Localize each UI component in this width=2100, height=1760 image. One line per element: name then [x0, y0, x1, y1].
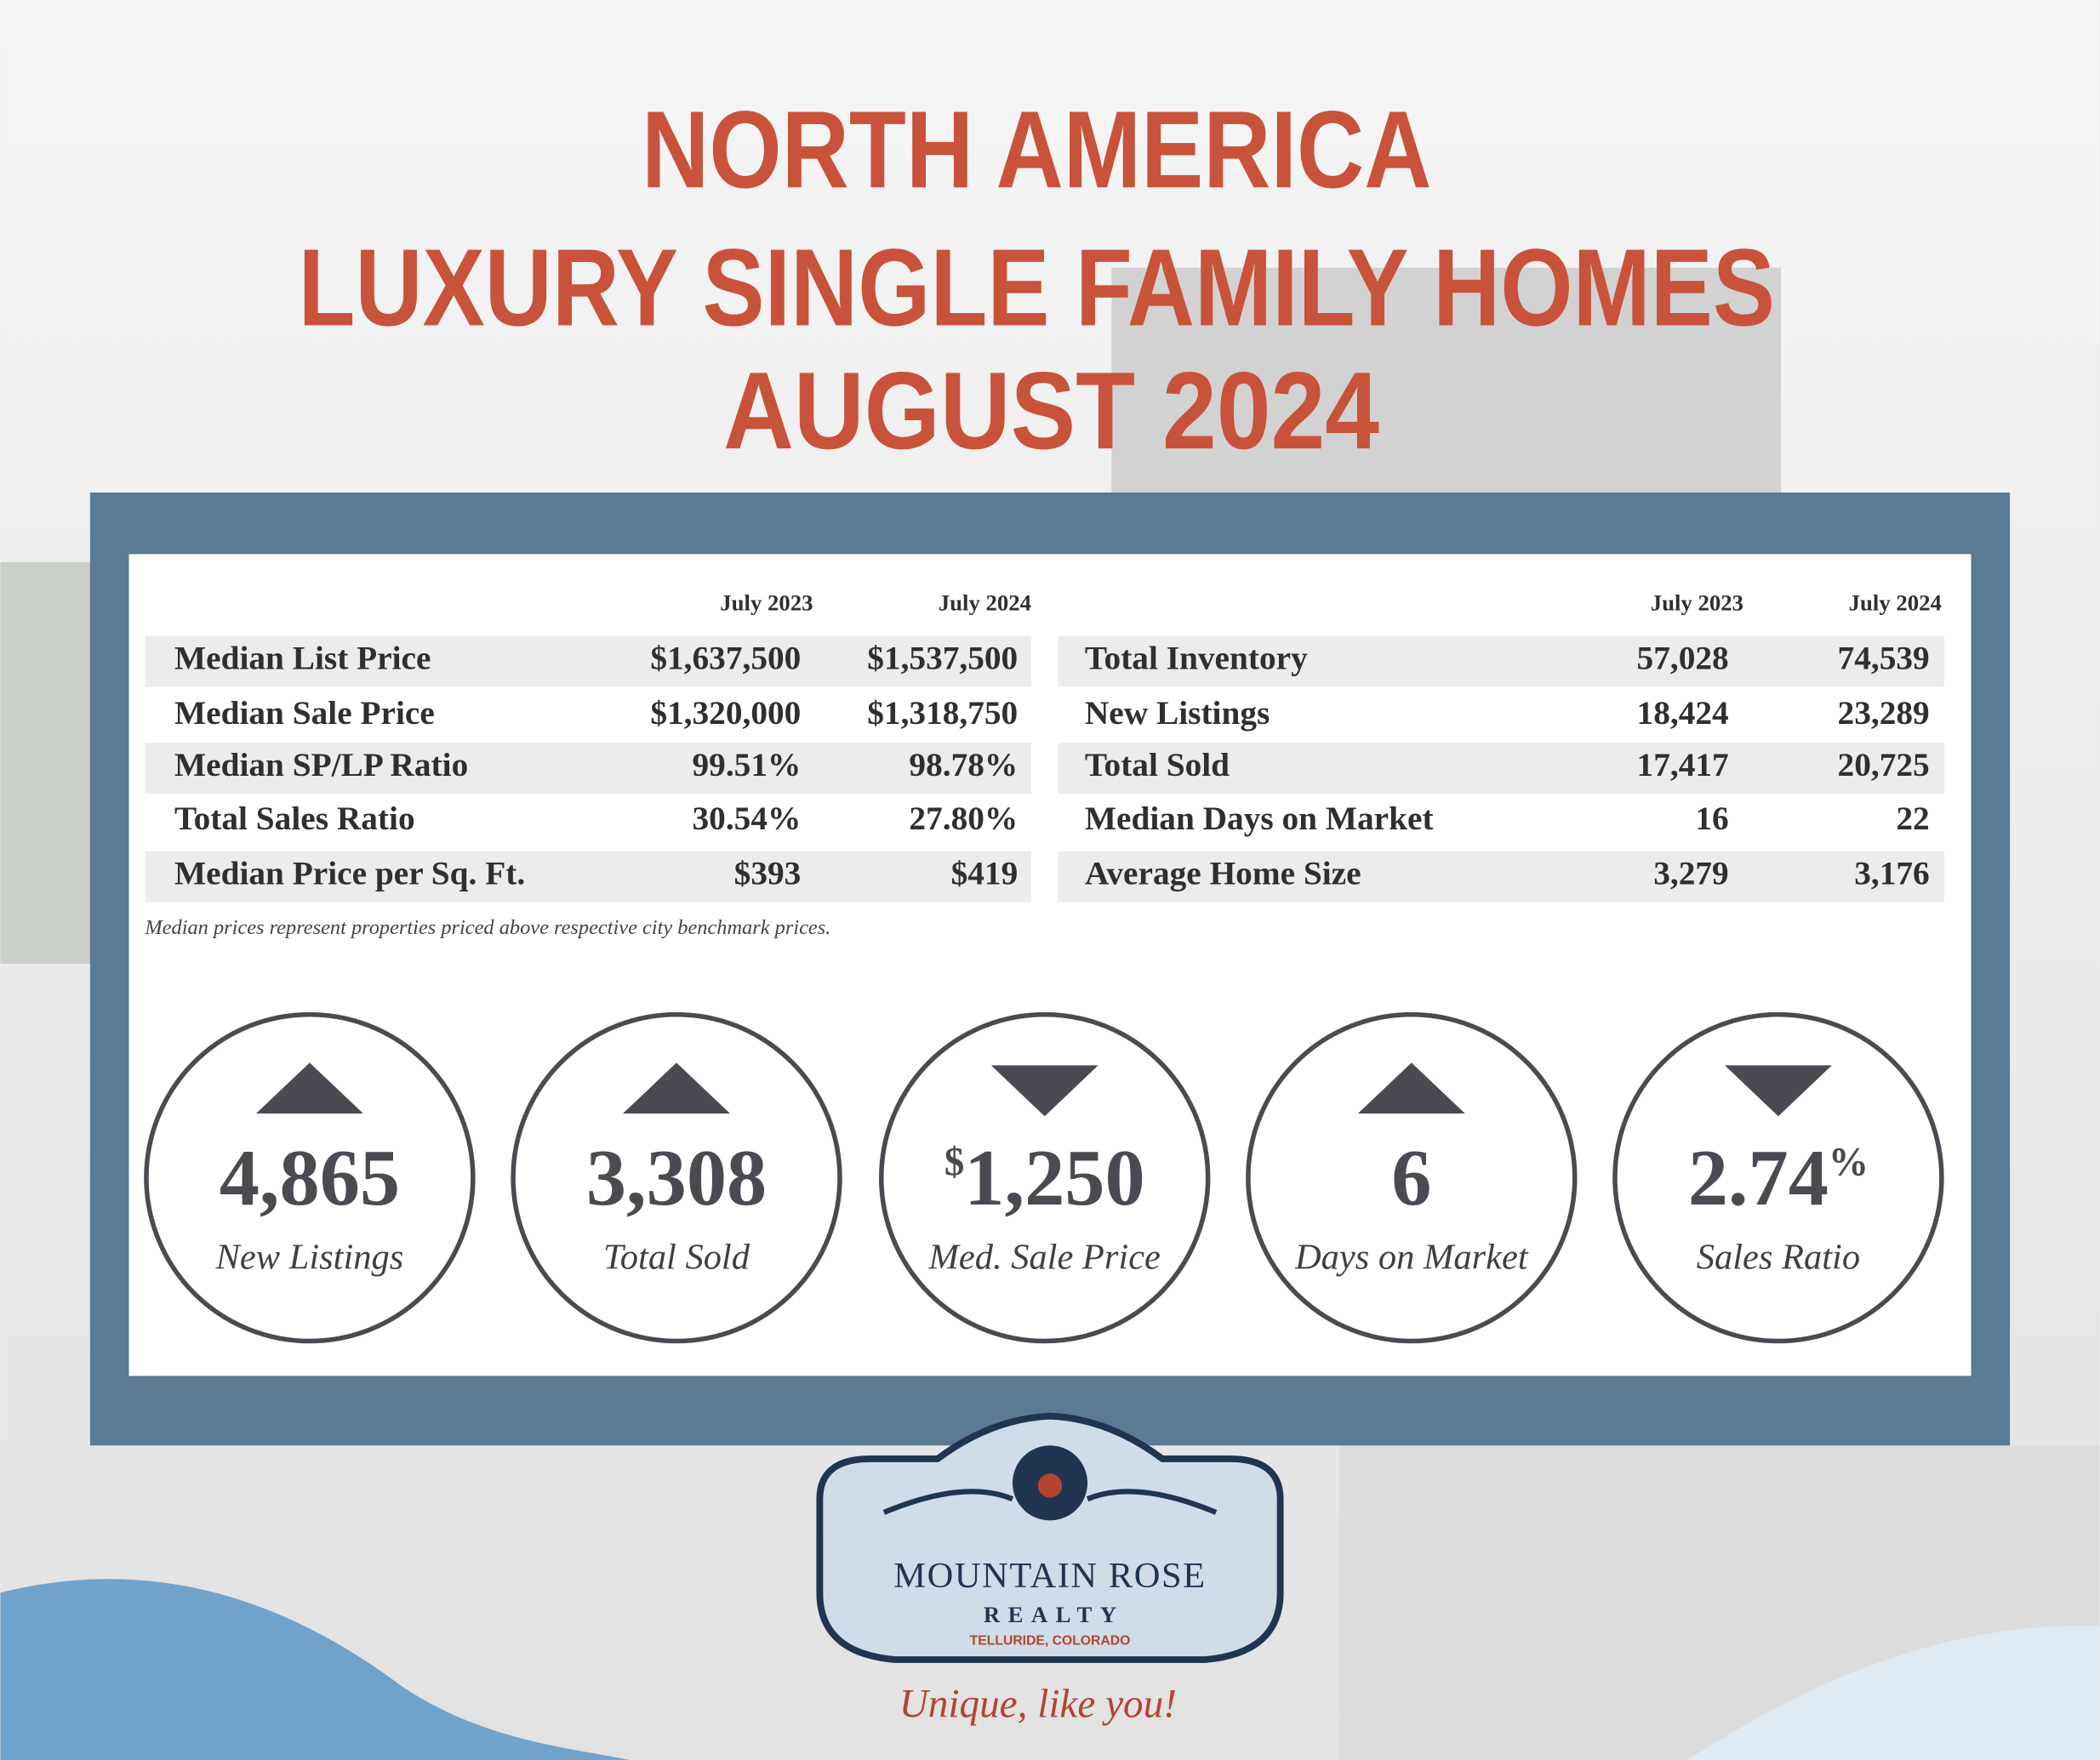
stat: $1,250 Med. Sale Price — [879, 1011, 1211, 1344]
cell-value: 3,279 — [1653, 855, 1729, 892]
cell-value: 3,176 — [1854, 855, 1930, 892]
row-label: Total Inventory — [1085, 639, 1308, 676]
title-line: NORTH AMERICA — [642, 88, 1431, 211]
stat-label: Total Sold — [603, 1238, 750, 1278]
row-band — [145, 743, 1031, 795]
stat-value: $1,250 — [944, 1134, 1145, 1222]
row-label: Median Days on Market — [1085, 800, 1434, 837]
cell-value: 23,289 — [1838, 694, 1930, 732]
column-header: July 2023 — [720, 590, 813, 615]
cell-value: $1,320,000 — [650, 694, 801, 732]
row-label: Median Sale Price — [174, 694, 435, 732]
cell-value: 30.54% — [693, 800, 802, 837]
stat-value: 4,865 — [220, 1134, 400, 1222]
stat-value: 3,308 — [586, 1134, 767, 1222]
stat-circle — [511, 1011, 842, 1344]
cell-value: 74,539 — [1838, 639, 1930, 676]
title-line: LUXURY SINGLE FAMILY HOMES — [299, 226, 1775, 349]
cell-value: $1,537,500 — [867, 639, 1018, 676]
stat-label: Days on Market — [1294, 1238, 1529, 1278]
cell-value: 20,725 — [1838, 746, 1930, 783]
cell-value: $1,637,500 — [650, 639, 801, 676]
row-label: Total Sales Ratio — [174, 800, 415, 837]
table: July 2023 July 2024 Total Inventory 57,028 7… — [1058, 590, 1945, 903]
stat-value: 2.74% — [1688, 1134, 1869, 1222]
table: July 2023 July 2024 Median List Price $1,63… — [145, 590, 1031, 903]
wave-right — [1686, 1626, 2100, 1760]
stat-number: 1,250 — [964, 1134, 1144, 1222]
trend-arrow — [255, 1062, 363, 1114]
row-band — [145, 635, 1031, 687]
logo-shield — [816, 1412, 1284, 1663]
stone-wall — [1111, 267, 1782, 509]
row-label: Average Home Size — [1085, 855, 1361, 892]
stat-label: New Listings — [215, 1238, 404, 1278]
cell-value: 27.80% — [909, 800, 1018, 837]
cell-value: 57,028 — [1637, 639, 1729, 676]
logo-location: TELLURIDE, COLORADO — [970, 1634, 1131, 1649]
row-label: Median SP/LP Ratio — [174, 746, 468, 783]
logo-sub: REALTY — [984, 1602, 1125, 1627]
column-header: July 2024 — [939, 590, 1031, 615]
cell-value: $1,318,750 — [867, 694, 1018, 732]
stat-value: 6 — [1391, 1134, 1431, 1222]
trend-arrow — [1724, 1065, 1832, 1117]
cell-value: 22 — [1896, 800, 1929, 837]
row-band — [1058, 851, 1945, 903]
row-band — [1058, 635, 1945, 687]
stat-circle — [144, 1011, 476, 1344]
logo-ornament — [882, 1489, 1218, 1515]
cell-value: 16 — [1695, 800, 1728, 837]
content: July 2023 July 2024 Median List Price $1,63… — [144, 590, 1945, 1344]
row-label: New Listings — [1085, 694, 1270, 732]
cell-value: $393 — [734, 855, 802, 892]
stat-circle — [1612, 1011, 1944, 1344]
row-label: Median Price per Sq. Ft. — [174, 855, 525, 892]
stat-circle — [879, 1011, 1211, 1344]
stat-prefix: $ — [944, 1140, 965, 1184]
window — [0, 561, 94, 964]
stat-suffix: % — [1829, 1140, 1869, 1184]
logo: MOUNTAIN ROSE REALTY TELLURIDE, COLORADO… — [816, 1412, 1284, 1727]
trend-arrow — [1357, 1062, 1465, 1114]
stat-number: 6 — [1391, 1134, 1431, 1222]
stat-number: 2.74 — [1688, 1134, 1829, 1222]
stat-number: 4,865 — [220, 1134, 400, 1222]
trend-arrow — [623, 1062, 730, 1114]
cell-value: $419 — [951, 855, 1019, 892]
stat-label: Sales Ratio — [1697, 1238, 1860, 1278]
stat: 3,308 Total Sold — [511, 1011, 842, 1344]
logo-rose-center — [1037, 1473, 1063, 1498]
row-label: Median List Price — [174, 639, 431, 676]
footnote: Median prices represent properties price… — [144, 916, 830, 939]
column-header: July 2024 — [1849, 590, 1942, 615]
cell-value: 99.51% — [693, 746, 802, 783]
title: NORTH AMERICA LUXURY SINGLE FAMILY HOMES… — [299, 88, 1775, 472]
wave-left — [0, 1579, 630, 1760]
stat-number: 3,308 — [586, 1134, 767, 1222]
logo-name: MOUNTAIN ROSE — [893, 1556, 1206, 1596]
row-band — [1058, 743, 1945, 795]
stat-circle — [1246, 1011, 1578, 1344]
stat-label: Med. Sale Price — [928, 1238, 1161, 1278]
cell-value: 17,417 — [1637, 746, 1729, 783]
tagline: Unique, like you! — [899, 1683, 1177, 1727]
cell-value: 98.78% — [909, 746, 1018, 783]
stat: 6 Days on Market — [1246, 1011, 1578, 1344]
stat: 4,865 New Listings — [144, 1011, 476, 1344]
stat: 2.74% Sales Ratio — [1612, 1011, 1944, 1344]
trend-arrow — [990, 1065, 1099, 1117]
column-header: July 2023 — [1651, 590, 1743, 615]
title-line: AUGUST 2024 — [723, 350, 1379, 472]
row-label: Total Sold — [1085, 746, 1230, 783]
row-band — [145, 851, 1031, 903]
cell-value: 18,424 — [1637, 694, 1729, 732]
